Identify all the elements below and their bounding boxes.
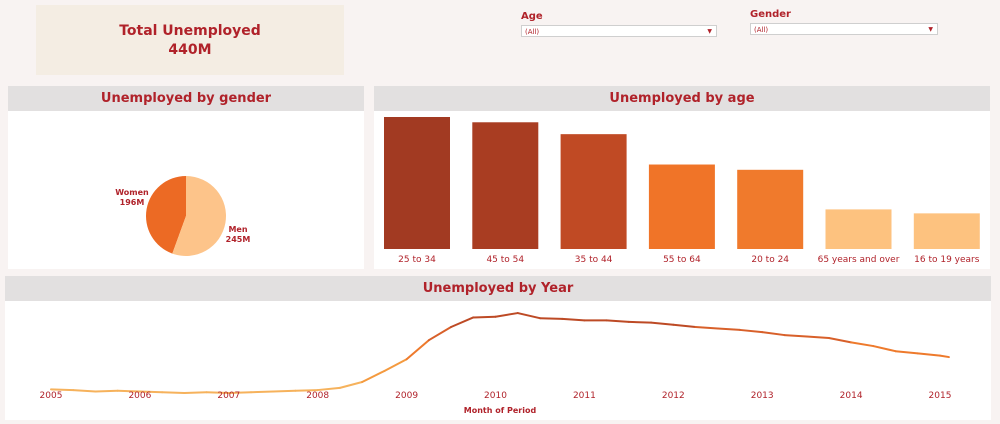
age-bar[interactable] <box>472 122 539 249</box>
gender-chart-title: Unemployed by gender <box>8 86 364 111</box>
age-bar[interactable] <box>913 213 980 249</box>
age-bar[interactable] <box>384 117 450 249</box>
age-tick-label: 65 years and over <box>818 255 900 265</box>
year-line-segment[interactable] <box>227 391 253 394</box>
pie-value-men: 245M <box>226 235 251 244</box>
year-line-segment[interactable] <box>561 317 586 322</box>
year-tick-label: 2015 <box>929 391 952 401</box>
pie-label-women: Women <box>115 188 149 197</box>
age-chart-title: Unemployed by age <box>374 86 990 111</box>
year-line-segment[interactable] <box>805 335 830 339</box>
year-line-segment[interactable] <box>338 381 364 389</box>
year-line-segment[interactable] <box>872 345 897 353</box>
pie-label-men: Men <box>228 225 247 234</box>
year-line-segment[interactable] <box>50 388 75 392</box>
age-tick-label: 16 to 19 years <box>914 255 980 265</box>
year-line-segment[interactable] <box>427 326 453 342</box>
year-chart-title: Unemployed by Year <box>5 276 991 301</box>
year-line-segment[interactable] <box>827 337 853 344</box>
kpi-title: Total Unemployed <box>119 23 261 39</box>
age-select[interactable]: (All) ▼ <box>521 25 717 37</box>
year-line-segment[interactable] <box>939 354 950 359</box>
year-line-segment[interactable] <box>738 328 764 334</box>
year-line-segment[interactable] <box>450 316 475 328</box>
year-line-segment[interactable] <box>916 352 941 357</box>
year-tick-label: 2006 <box>128 391 151 401</box>
age-panel: Unemployed by age 25 to 34 45 to 54 35 to … <box>374 86 990 269</box>
gender-select-value: (All) <box>754 26 769 34</box>
year-tick-label: 2005 <box>40 391 63 401</box>
year-tick-label: 2011 <box>573 391 596 401</box>
year-tick-label: 2012 <box>662 391 685 401</box>
age-filter: Age (All) ▼ <box>521 11 717 37</box>
year-line-segment[interactable] <box>383 358 408 372</box>
gender-filter-label: Gender <box>750 9 791 20</box>
year-line-segment[interactable] <box>72 389 97 393</box>
year-line-segment[interactable] <box>94 389 119 393</box>
year-tick-label: 2013 <box>751 391 774 401</box>
total-unemployed-card: Total Unemployed 440M <box>36 5 344 75</box>
year-line-segment[interactable] <box>494 312 519 318</box>
gender-panel: Unemployed by gender Women 196M Men 245M <box>8 86 364 269</box>
year-line-segment[interactable] <box>761 331 786 337</box>
year-line-segment[interactable] <box>205 391 230 394</box>
gender-select[interactable]: (All) ▼ <box>750 23 938 35</box>
pie-slice-men[interactable] <box>172 176 226 256</box>
year-line-chart: 2005 2006 2007 2008 2009 2010 2011 2012 2013 2014… <box>40 312 952 415</box>
year-line-segment[interactable] <box>161 391 186 394</box>
year-tick-label: 2010 <box>484 391 507 401</box>
year-line-segment[interactable] <box>294 389 319 392</box>
age-bar-chart: 25 to 34 45 to 54 35 to 44 55 to 64 20 to 24… <box>384 117 980 265</box>
year-line-segment[interactable] <box>627 320 653 324</box>
year-line-segment[interactable] <box>516 312 541 320</box>
year-line-segment[interactable] <box>650 321 675 326</box>
year-line-segment[interactable] <box>850 341 875 348</box>
age-bar[interactable] <box>648 164 715 249</box>
year-line-segment[interactable] <box>783 334 808 338</box>
year-panel: Unemployed by Year 2005 2006 2007 2008 2009 2… <box>5 276 991 420</box>
chevron-down-icon: ▼ <box>707 28 712 35</box>
age-bar[interactable] <box>737 169 804 249</box>
gender-filter: Gender (All) ▼ <box>750 9 938 35</box>
year-line-segment[interactable] <box>894 350 919 355</box>
age-tick-label: 25 to 34 <box>398 255 436 265</box>
year-line-segment[interactable] <box>183 391 208 394</box>
pie-value-women: 196M <box>120 198 145 207</box>
year-line-segment[interactable] <box>472 315 497 319</box>
kpi-value: 440M <box>168 42 212 58</box>
x-axis-label: Month of Period <box>464 406 537 415</box>
age-select-value: (All) <box>525 28 540 36</box>
age-filter-label: Age <box>521 11 543 22</box>
age-tick-label: 55 to 64 <box>663 255 701 265</box>
year-line-segment[interactable] <box>361 370 386 383</box>
year-tick-label: 2007 <box>217 391 240 401</box>
age-bar[interactable] <box>825 209 892 249</box>
year-line-segment[interactable] <box>605 319 630 323</box>
year-line-segment[interactable] <box>405 339 430 361</box>
year-line-segment[interactable] <box>250 390 275 394</box>
year-line-segment[interactable] <box>316 386 341 392</box>
year-line-segment[interactable] <box>672 323 697 328</box>
year-line-segment[interactable] <box>538 317 564 320</box>
year-line-segment[interactable] <box>694 326 719 330</box>
age-bar[interactable] <box>560 134 627 249</box>
year-line-segment[interactable] <box>116 389 141 393</box>
age-tick-label: 20 to 24 <box>751 255 789 265</box>
year-tick-label: 2014 <box>840 391 863 401</box>
year-line-segment[interactable] <box>138 390 164 394</box>
age-tick-label: 45 to 54 <box>486 255 524 265</box>
age-tick-label: 35 to 44 <box>575 255 613 265</box>
year-line-segment[interactable] <box>272 389 297 393</box>
year-line-segment[interactable] <box>716 327 741 331</box>
chevron-down-icon: ▼ <box>928 26 933 33</box>
year-tick-label: 2008 <box>306 391 329 401</box>
pie-slice-women[interactable] <box>145 176 186 254</box>
year-tick-label: 2009 <box>395 391 418 401</box>
